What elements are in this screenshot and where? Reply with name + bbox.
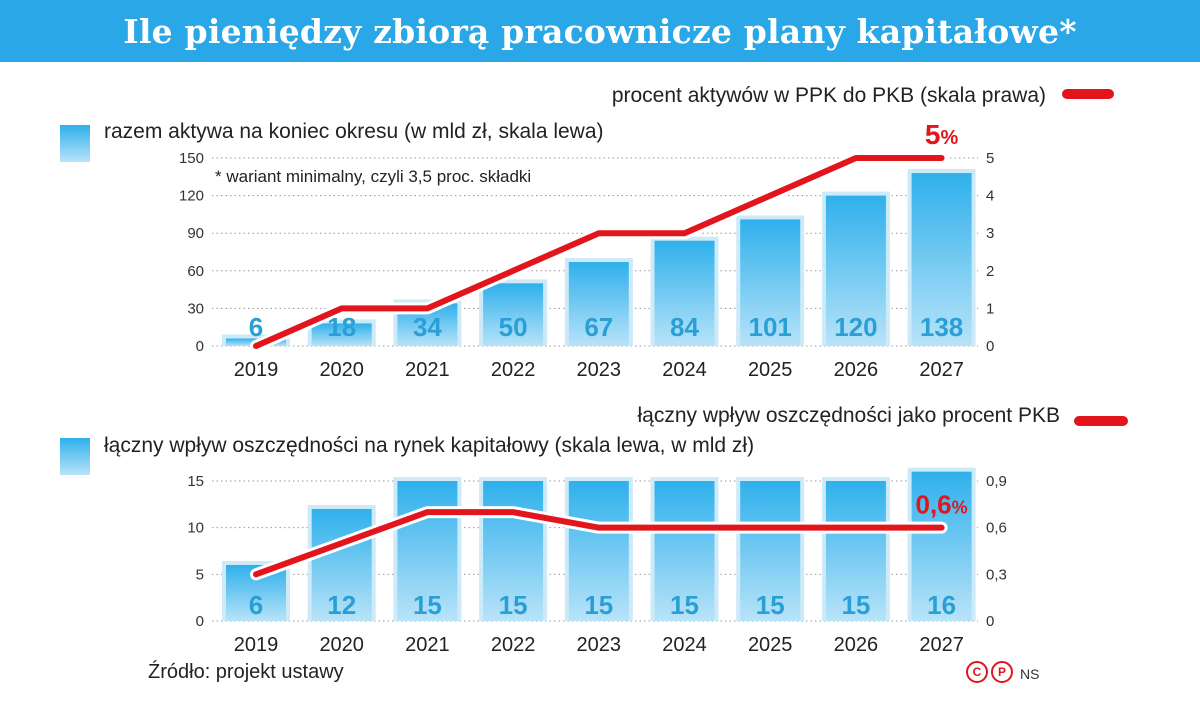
chart1-xtick: 2023 — [577, 359, 622, 381]
page-title: Ile pieniędzy zbiorą pracownicze plany k… — [123, 11, 1077, 51]
chart1-bar-value-label: 138 — [920, 312, 963, 342]
chart1-xtick: 2024 — [662, 359, 707, 381]
chart1-bar-value-label: 50 — [499, 312, 528, 342]
chart2-bar — [568, 481, 629, 621]
chart1-xtick: 2027 — [919, 359, 964, 381]
chart2-xtick: 2020 — [319, 634, 364, 656]
chart2-line-annotation: 0,6% — [916, 490, 968, 520]
chart1-legend-bar-label: razem aktywa na koniec okresu (w mld zł,… — [104, 120, 604, 143]
chart1-legend-bar-swatch — [60, 125, 90, 162]
chart1-bar-value-label: 18 — [327, 312, 356, 342]
chart2-annotation-unit: % — [952, 498, 968, 518]
p-icon: P — [991, 661, 1013, 683]
chart1-bar — [911, 173, 972, 346]
chart1-ytick-right: 0 — [986, 338, 994, 355]
chart1-xtick: 2019 — [234, 359, 279, 381]
chart1-ytick-left: 60 — [187, 263, 204, 280]
chart1-bar-value-label: 101 — [749, 312, 792, 342]
chart2-ytick-left: 15 — [187, 473, 204, 490]
agency-credit: NS — [1020, 666, 1040, 682]
chart2-bar-value-label: 15 — [841, 590, 870, 620]
chart1-line-annotation: 5% — [925, 119, 959, 150]
chart2-ytick-left: 5 — [196, 566, 204, 583]
chart2-xtick: 2022 — [491, 634, 536, 656]
chart2-xtick: 2021 — [405, 634, 450, 656]
chart1-bar-value-label: 34 — [413, 312, 442, 342]
chart2-legend-line-swatch — [1074, 416, 1128, 426]
chart1-bar-value-label: 84 — [670, 312, 699, 342]
chart1-annotation-unit: % — [940, 127, 958, 149]
chart1-bar — [568, 262, 629, 346]
chart1-xtick: 2022 — [491, 359, 536, 381]
chart2-bar — [311, 509, 372, 621]
chart1-xtick: 2021 — [405, 359, 450, 381]
chart1-ytick-right: 2 — [986, 263, 994, 280]
chart2-bar-value-label: 15 — [584, 590, 613, 620]
chart2-legend-bar-swatch — [60, 438, 90, 475]
chart2-ytick-right: 0,9 — [986, 473, 1007, 490]
copyright-icon: C — [966, 661, 988, 683]
chart1-ytick-right: 5 — [986, 150, 994, 167]
chart2-xtick: 2024 — [662, 634, 707, 656]
chart2-bar-value-label: 6 — [249, 590, 263, 620]
chart2-ytick-right: 0,6 — [986, 520, 1007, 537]
chart2-legend-line-label: łączny wpływ oszczędności jako procent P… — [637, 404, 1060, 427]
chart1-ytick-left: 150 — [179, 150, 204, 167]
chart2-bar — [740, 481, 801, 621]
chart2-bar-value-label: 16 — [927, 590, 956, 620]
chart1-ytick-left: 30 — [187, 300, 204, 317]
chart1-bar — [825, 195, 886, 346]
chart2-bar-value-label: 15 — [499, 590, 528, 620]
chart2-xtick: 2026 — [834, 634, 879, 656]
chart1-bar — [654, 240, 715, 346]
chart1-ytick-right: 3 — [986, 225, 994, 242]
chart1-bar-value-label: 120 — [834, 312, 877, 342]
chart1-ytick-right: 4 — [986, 188, 994, 205]
chart1-annotation-value: 5 — [925, 119, 941, 150]
chart2-bar — [483, 481, 544, 621]
chart1-xtick: 2025 — [748, 359, 793, 381]
chart1-xtick: 2020 — [319, 359, 364, 381]
chart1-ytick-left: 0 — [196, 338, 204, 355]
source-footnote: Źródło: projekt ustawy — [148, 661, 344, 683]
chart2-xtick: 2027 — [919, 634, 964, 656]
chart2-bar — [911, 471, 972, 621]
chart2-bar-value-label: 15 — [413, 590, 442, 620]
chart2-xtick: 2025 — [748, 634, 793, 656]
chart2-ytick-right: 0,3 — [986, 566, 1007, 583]
chart1-bar-value-label: 67 — [584, 312, 613, 342]
chart1-bar — [483, 283, 544, 346]
chart2-xtick: 2023 — [577, 634, 622, 656]
chart2-legend-bar-label: łączny wpływ oszczędności na rynek kapit… — [104, 434, 754, 457]
chart2-bar — [397, 481, 458, 621]
chart2-ytick-right: 0 — [986, 613, 994, 630]
chart2-ytick-left: 10 — [187, 520, 204, 537]
chart1-bar — [311, 323, 372, 346]
chart1-note: * wariant minimalny, czyli 3,5 proc. skł… — [215, 167, 531, 186]
chart2-annotation-value: 0,6 — [916, 490, 952, 520]
chart2-bar — [825, 481, 886, 621]
title-bar: Ile pieniędzy zbiorą pracownicze plany k… — [0, 0, 1200, 62]
chart1-ytick-right: 1 — [986, 300, 994, 317]
chart1-legend-line-label: procent aktywów w PPK do PKB (skala praw… — [612, 84, 1046, 107]
chart1-legend-line-swatch — [1062, 89, 1114, 99]
chart1-ytick-left: 90 — [187, 225, 204, 242]
chart2-bar-value-label: 12 — [327, 590, 356, 620]
chart2-plot: 0 5 10 15 0 0,3 0,6 0,9 2019 2020 2021 2022 2023 2024… — [187, 467, 1007, 656]
chart2-bar-value-label: 15 — [670, 590, 699, 620]
chart2-ytick-left: 0 — [196, 613, 204, 630]
chart2-bar-value-label: 15 — [756, 590, 785, 620]
chart2-bar — [654, 481, 715, 621]
chart1-ytick-left: 120 — [179, 188, 204, 205]
chart1-xtick: 2026 — [834, 359, 879, 381]
chart2-xtick: 2019 — [234, 634, 279, 656]
chart1-bar — [740, 219, 801, 346]
chart1-bar-value-label: 6 — [249, 312, 263, 342]
